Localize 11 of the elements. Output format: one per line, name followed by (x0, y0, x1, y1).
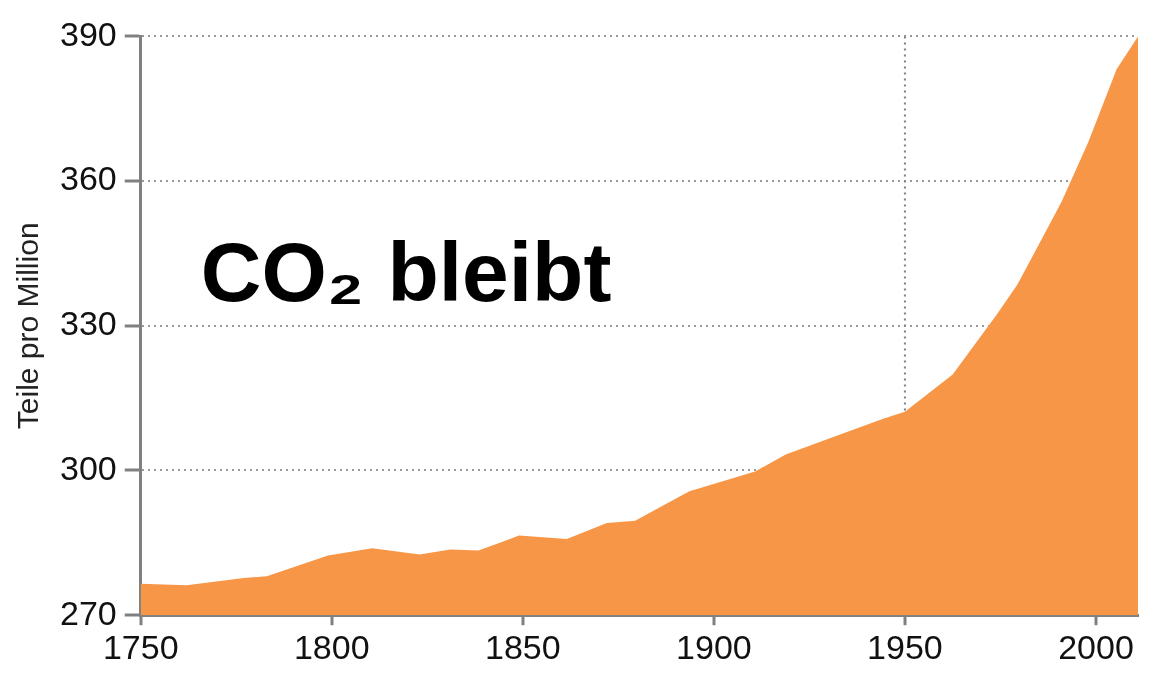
y-tick-label: 390 (59, 14, 117, 53)
y-tick-label: 330 (59, 304, 117, 343)
x-tick-label: 1950 (867, 627, 943, 666)
y-axis-title: Teile pro Million (11, 222, 45, 430)
y-tick-label: 360 (59, 159, 117, 198)
x-tick-label: 2000 (1058, 627, 1134, 666)
x-tick-label: 1850 (485, 627, 561, 666)
annotation: CO₂ bleibt (200, 225, 612, 320)
y-tick-label: 300 (59, 448, 117, 487)
x-tick-label: 1800 (293, 627, 370, 666)
x-tick-label: 1900 (676, 627, 752, 666)
